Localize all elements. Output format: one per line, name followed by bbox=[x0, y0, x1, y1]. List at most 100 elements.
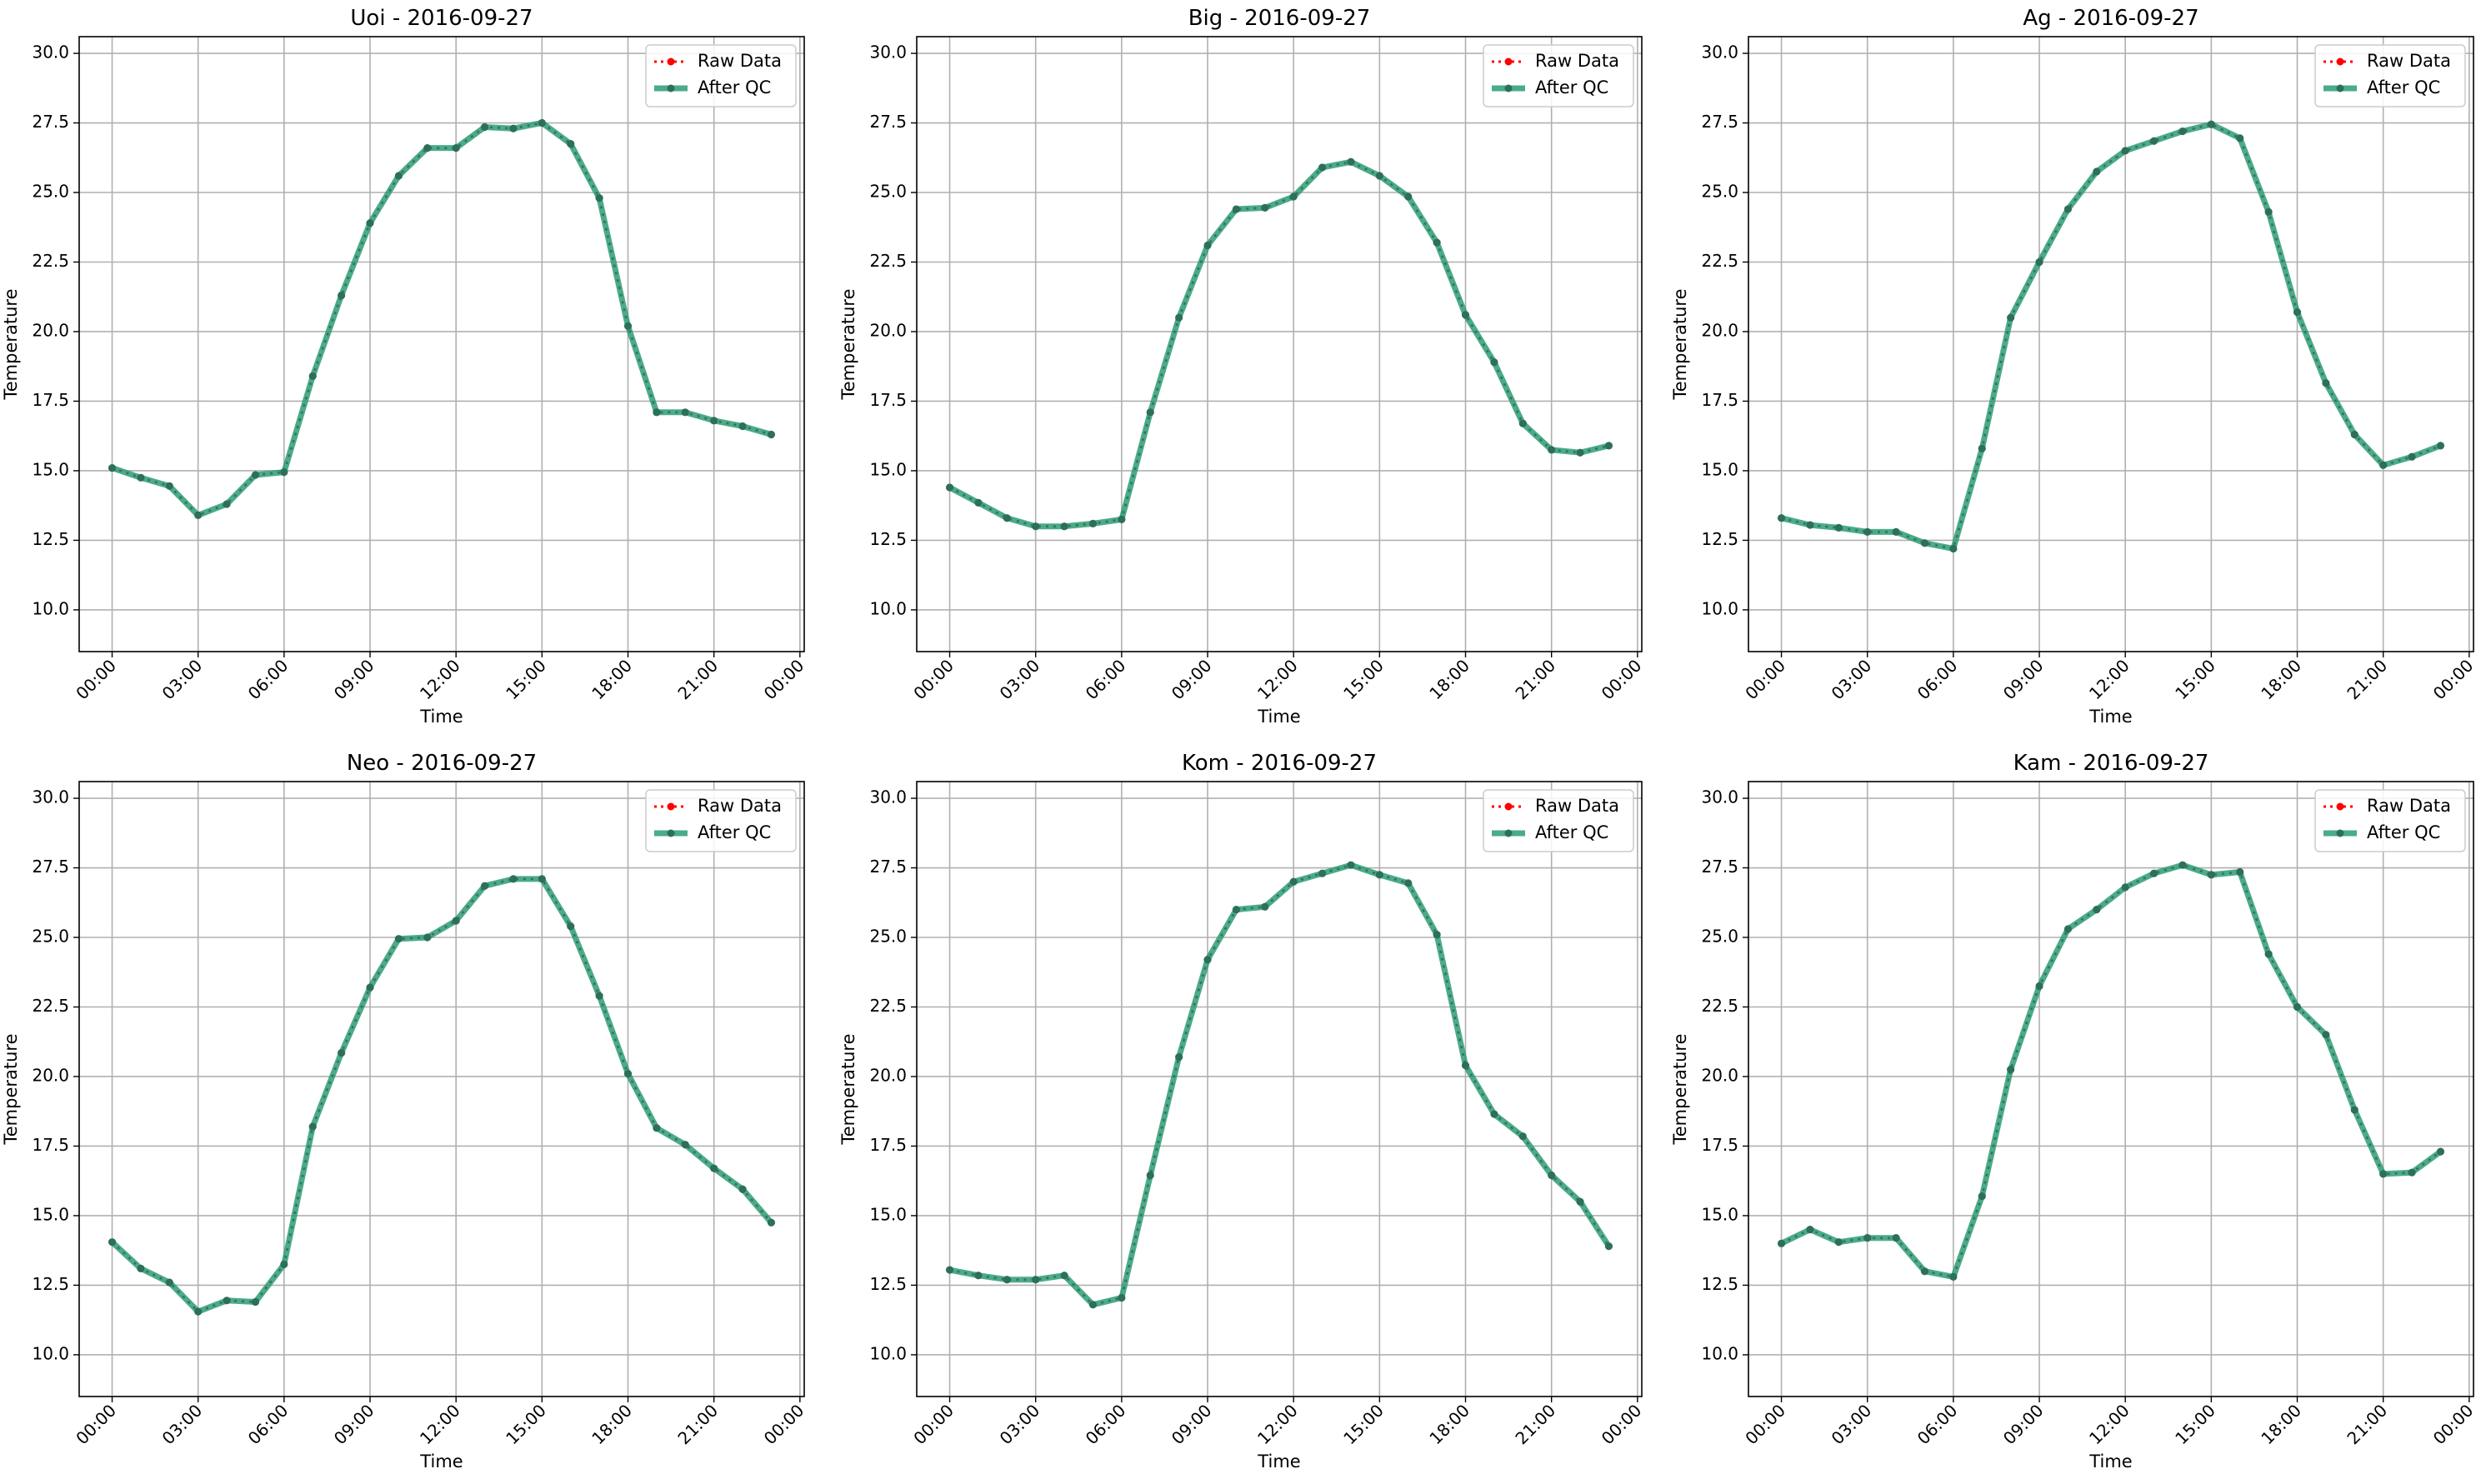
y-tick-label: 25.0 bbox=[869, 927, 907, 947]
x-tick-label: 06:00 bbox=[244, 656, 293, 704]
data-point bbox=[1978, 444, 1986, 452]
y-tick-label: 12.5 bbox=[1701, 1274, 1738, 1294]
x-tick-label: 06:00 bbox=[1082, 656, 1130, 704]
x-tick-label: 09:00 bbox=[1999, 656, 2048, 704]
data-point bbox=[1003, 1276, 1011, 1284]
data-point bbox=[1834, 1238, 1843, 1247]
data-point bbox=[974, 498, 983, 507]
legend-marker-after-qc bbox=[2336, 84, 2344, 92]
legend-marker-after-qc bbox=[2336, 829, 2344, 837]
x-tick-label: 00:00 bbox=[2429, 1401, 2478, 1449]
data-point bbox=[1232, 906, 1241, 914]
data-point bbox=[1777, 514, 1786, 522]
data-point bbox=[1032, 522, 1040, 531]
subplot-title: Uoi - 2016-09-27 bbox=[350, 6, 533, 31]
y-tick-label: 27.5 bbox=[32, 112, 69, 132]
data-point bbox=[1261, 203, 1269, 212]
data-point bbox=[1175, 313, 1183, 322]
x-tick-label: 12:00 bbox=[1253, 1401, 1302, 1449]
data-point bbox=[1203, 241, 1212, 250]
data-point bbox=[1060, 1272, 1068, 1280]
y-tick-label: 30.0 bbox=[32, 787, 69, 807]
data-point bbox=[2408, 452, 2416, 461]
data-point bbox=[137, 473, 145, 482]
x-tick-label: 03:00 bbox=[1828, 656, 1876, 704]
x-tick-label: 00:00 bbox=[760, 1401, 808, 1449]
data-point bbox=[2264, 207, 2273, 216]
data-point bbox=[1375, 172, 1383, 180]
x-tick-label: 06:00 bbox=[244, 1401, 293, 1449]
y-tick-label: 22.5 bbox=[869, 251, 907, 271]
y-tick-label: 17.5 bbox=[32, 1135, 69, 1155]
data-point bbox=[1490, 1110, 1498, 1118]
data-point bbox=[1347, 157, 1355, 166]
x-tick-label: 09:00 bbox=[1168, 656, 1216, 704]
plot-area bbox=[1748, 37, 2473, 652]
x-tick-label: 00:00 bbox=[2429, 656, 2478, 704]
y-tick-label: 17.5 bbox=[869, 1135, 907, 1155]
subplot-title: Big - 2016-09-27 bbox=[1188, 6, 1371, 31]
axes-frame bbox=[916, 36, 1643, 652]
data-point bbox=[1863, 1234, 1872, 1242]
data-point bbox=[2093, 167, 2101, 176]
x-tick-label: 18:00 bbox=[2257, 656, 2305, 704]
data-point bbox=[2149, 137, 2158, 145]
y-tick-label: 22.5 bbox=[32, 996, 69, 1016]
data-point bbox=[1289, 192, 1298, 201]
data-point bbox=[1892, 527, 1900, 537]
y-tick-label: 20.0 bbox=[1701, 320, 1738, 340]
y-tick-label: 30.0 bbox=[869, 42, 907, 62]
legend-label-after-qc: After QC bbox=[698, 822, 771, 842]
y-tick-label: 15.0 bbox=[1701, 459, 1738, 479]
y-axis-label: Temperature bbox=[1670, 288, 1690, 400]
legend-label-raw-data: Raw Data bbox=[1535, 796, 1619, 816]
plot-area bbox=[917, 782, 1642, 1397]
x-tick-label: 03:00 bbox=[158, 656, 207, 704]
data-point bbox=[2121, 883, 2129, 892]
data-point bbox=[1576, 1197, 1584, 1206]
y-tick-label: 15.0 bbox=[869, 459, 907, 479]
data-point bbox=[945, 483, 954, 492]
data-point bbox=[251, 1297, 260, 1307]
y-tick-label: 10.0 bbox=[1701, 1343, 1738, 1363]
data-point bbox=[653, 1124, 661, 1132]
data-point bbox=[2350, 1106, 2358, 1114]
data-point bbox=[194, 1307, 203, 1316]
x-axis-label: Time bbox=[1257, 1452, 1300, 1472]
data-point bbox=[1060, 522, 1068, 531]
y-tick-label: 25.0 bbox=[869, 182, 907, 202]
subplot-title: Ag - 2016-09-27 bbox=[2023, 6, 2198, 31]
x-tick-label: 12:00 bbox=[2085, 656, 2133, 704]
data-point bbox=[738, 1185, 747, 1193]
data-point bbox=[1032, 1276, 1040, 1284]
data-point bbox=[1548, 446, 1556, 454]
data-point bbox=[1978, 1192, 1986, 1201]
subplot-title: Kam - 2016-09-27 bbox=[2013, 751, 2209, 776]
series-line-raw-overlay bbox=[949, 864, 1610, 1306]
x-tick-label: 00:00 bbox=[1741, 656, 1789, 704]
axes-frame bbox=[78, 36, 805, 652]
x-tick-label: 21:00 bbox=[1511, 1401, 1559, 1449]
y-tick-label: 17.5 bbox=[1701, 390, 1738, 410]
data-point bbox=[710, 1164, 718, 1172]
data-point bbox=[1318, 869, 1327, 877]
y-tick-label: 10.0 bbox=[32, 598, 69, 618]
data-point bbox=[538, 118, 546, 127]
legend: Raw Data After QC bbox=[2314, 789, 2466, 852]
data-point bbox=[623, 1070, 633, 1078]
y-tick-label: 20.0 bbox=[869, 1065, 907, 1085]
legend-label-raw-data: Raw Data bbox=[2367, 51, 2451, 71]
x-axis-label: Time bbox=[419, 1452, 463, 1472]
data-point bbox=[1920, 539, 1929, 547]
subplot-title: Neo - 2016-09-27 bbox=[347, 751, 537, 776]
data-point bbox=[1003, 514, 1011, 522]
series-line-raw-overlay bbox=[1781, 864, 2442, 1278]
x-tick-label: 18:00 bbox=[2257, 1401, 2305, 1449]
subplot-4: 00:00 03:00 06:00 09:00 12:00 15:00 18:00 21:00… bbox=[1, 751, 808, 1472]
x-tick-label: 03:00 bbox=[1828, 1401, 1876, 1449]
data-point bbox=[1518, 1132, 1527, 1141]
data-point bbox=[2063, 205, 2073, 213]
data-point bbox=[738, 422, 747, 431]
y-tick-label: 20.0 bbox=[869, 320, 907, 340]
legend: Raw Data After QC bbox=[645, 44, 797, 107]
